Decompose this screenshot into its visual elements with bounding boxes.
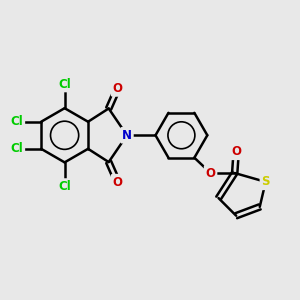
Text: O: O [112, 176, 122, 189]
Text: N: N [122, 129, 132, 142]
Text: O: O [231, 145, 241, 158]
Text: Cl: Cl [58, 180, 71, 193]
Text: Cl: Cl [58, 77, 71, 91]
Text: Cl: Cl [11, 115, 23, 128]
Text: O: O [206, 167, 216, 179]
Text: O: O [112, 82, 122, 95]
Text: Cl: Cl [11, 142, 23, 155]
Text: S: S [261, 176, 270, 188]
